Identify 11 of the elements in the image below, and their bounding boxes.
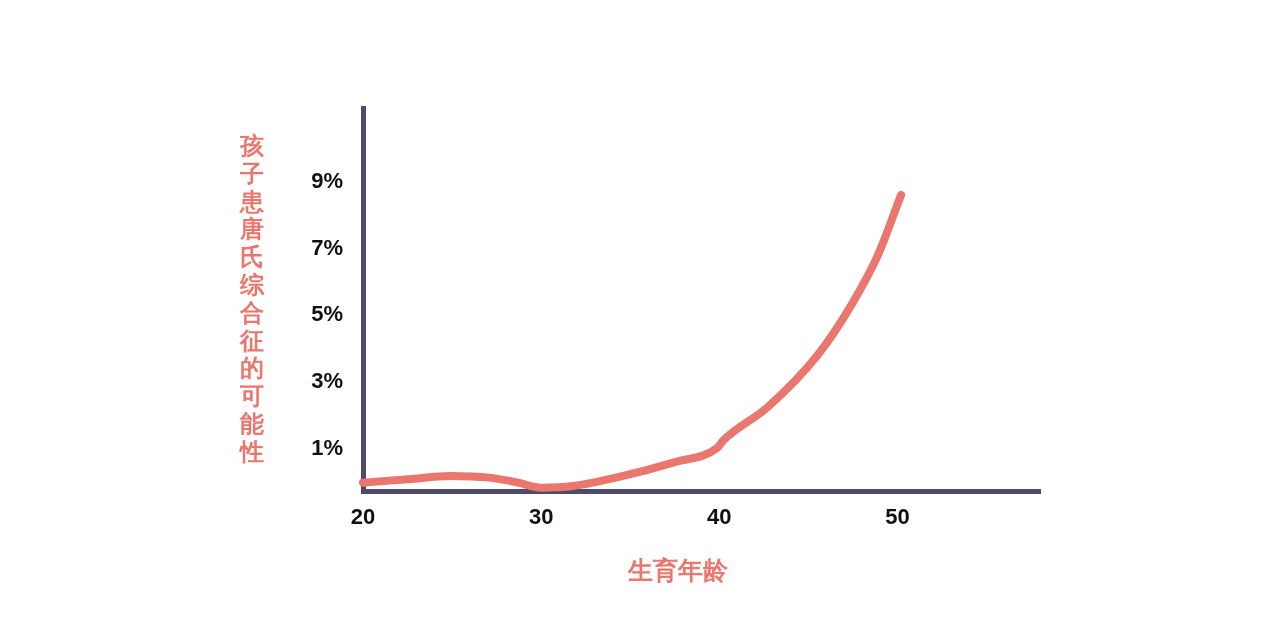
y-tick-label: 3% — [311, 368, 343, 394]
y-tick-label: 1% — [311, 435, 343, 461]
x-tick-label: 40 — [707, 504, 732, 530]
x-tick-label: 30 — [528, 504, 554, 530]
x-axis-title: 生育年龄 — [626, 556, 729, 586]
x-tick-label: 50 — [885, 504, 910, 530]
y-tick-label: 9% — [311, 167, 343, 193]
text: 孩子患唐氏综合征的可能性 — [240, 132, 264, 466]
y-tick-label: 5% — [311, 301, 343, 327]
x-tick-label: 20 — [350, 504, 376, 530]
y-tick-label: 7% — [311, 234, 343, 260]
